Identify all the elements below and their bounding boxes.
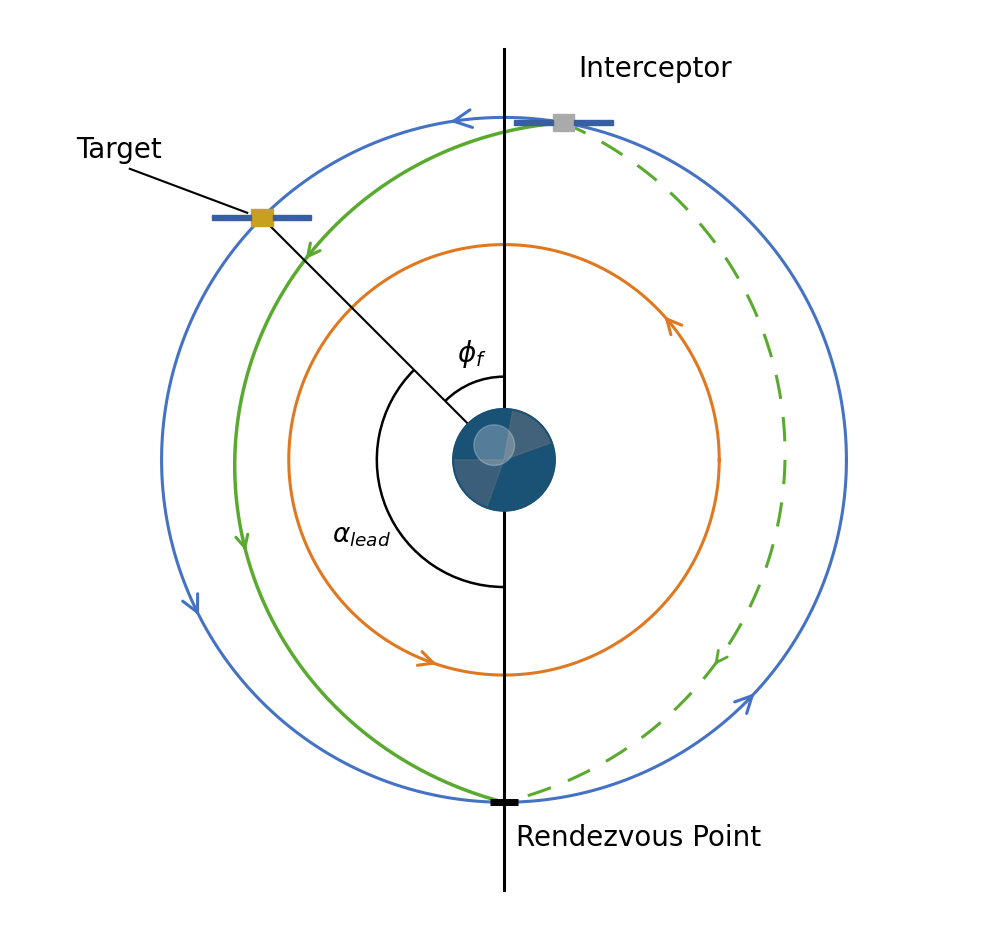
Bar bbox=[213, 215, 251, 220]
Circle shape bbox=[474, 425, 514, 466]
Text: Target: Target bbox=[76, 136, 161, 164]
Bar bbox=[575, 120, 613, 125]
Bar bbox=[514, 120, 552, 125]
Text: $\phi_f$: $\phi_f$ bbox=[457, 338, 487, 370]
Bar bbox=[552, 114, 575, 131]
Circle shape bbox=[454, 409, 554, 511]
Bar bbox=[272, 215, 311, 220]
Text: Rendezvous Point: Rendezvous Point bbox=[516, 824, 761, 852]
Text: Interceptor: Interceptor bbox=[579, 55, 732, 84]
Wedge shape bbox=[504, 410, 551, 460]
Bar bbox=[251, 209, 272, 226]
Text: $\alpha_{lead}$: $\alpha_{lead}$ bbox=[332, 523, 391, 549]
Wedge shape bbox=[454, 460, 504, 508]
